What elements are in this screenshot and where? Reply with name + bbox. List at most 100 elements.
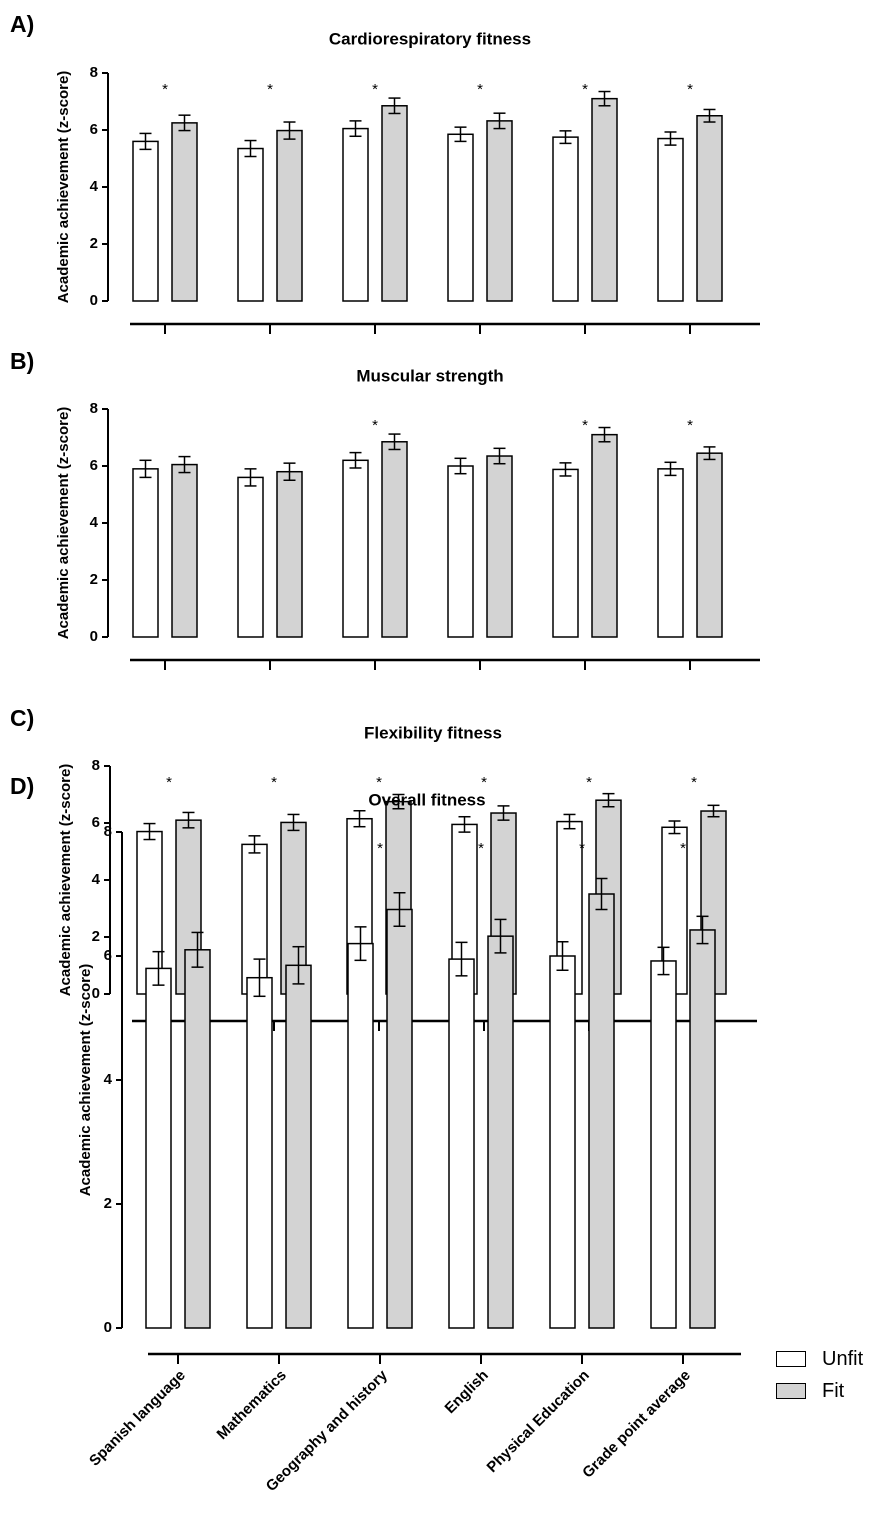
panel-d-significance-star: *: [478, 840, 484, 857]
panel-a-bar-unfit: [237, 147, 264, 302]
legend-item-fit: Fit: [776, 1375, 863, 1407]
panel-a-bar-unfit: [657, 137, 684, 302]
panel-d-bar-unfit: [145, 967, 172, 1329]
panel-b-bar-fit: [696, 452, 723, 638]
panel-c-significance-star: *: [376, 774, 382, 791]
panel-b-y-tick-label: 8: [90, 400, 98, 417]
panel-b-title: Muscular strength: [356, 366, 503, 385]
legend-item-unfit: Unfit: [776, 1343, 863, 1375]
panel-a-title: Cardiorespiratory fitness: [329, 29, 531, 48]
panel-b-bar-unfit: [237, 476, 264, 638]
panel-c-label: C): [10, 705, 34, 731]
panel-b-bar-fit: [171, 463, 198, 638]
legend-label-unfit: Unfit: [822, 1347, 864, 1370]
legend-swatch-fit: [776, 1383, 806, 1399]
panel-b-bar-fit: [381, 441, 408, 638]
panel-a-y-tick-label: 6: [90, 121, 98, 138]
panel-d-significance-star: *: [377, 840, 383, 857]
panel-b-label: B): [10, 348, 34, 374]
panel-a-bar-unfit: [342, 127, 369, 302]
panel-a-y-tick-label: 0: [90, 292, 98, 309]
panel-d-significance-star: *: [680, 840, 686, 857]
panel-a-bar-fit: [591, 97, 618, 302]
panel-d-y-tick-label: 8: [104, 823, 112, 840]
panel-d-y-axis-label: Academic achievement (z-score): [77, 964, 94, 1197]
panel-a-significance-star: *: [267, 81, 273, 98]
panel-b-bar-unfit: [657, 468, 684, 638]
panel-c-y-tick-label: 8: [92, 757, 100, 774]
panel-d-bar-fit: [184, 949, 211, 1329]
panel-c-significance-star: *: [271, 774, 277, 791]
panel-b-y-tick-label: 0: [90, 628, 98, 645]
panel-b-y-axis-label: Academic achievement (z-score): [55, 407, 72, 640]
panel-b-bar-unfit: [342, 459, 369, 638]
legend-swatch-unfit: [776, 1351, 806, 1367]
panel-d-bar-unfit: [246, 976, 273, 1329]
panel-c-y-axis-label: Academic achievement (z-score): [57, 764, 74, 997]
panel-b-bar-unfit: [552, 468, 579, 638]
panel-d-y-tick-label: 6: [104, 947, 112, 964]
panel-c-title: Flexibility fitness: [364, 723, 502, 742]
panel-a-y-tick-label: 4: [90, 178, 99, 195]
panel-d-label: D): [10, 773, 34, 799]
panel-d-significance-star: *: [579, 840, 585, 857]
x-category-label: Physical Education: [484, 1367, 593, 1476]
panel-b-y-tick-label: 2: [90, 571, 98, 588]
panel-c-bar-unfit: [241, 843, 268, 995]
panel-c-significance-star: *: [166, 774, 172, 791]
panel-a-bar-fit: [381, 105, 408, 302]
panel-d-y-tick-label: 0: [104, 1319, 112, 1336]
panel-c-significance-star: *: [481, 774, 487, 791]
panel-c-y-tick-label: 0: [92, 985, 100, 1002]
panel-a-significance-star: *: [372, 81, 378, 98]
panel-d-title: Overall fitness: [368, 790, 485, 809]
panel-a-bar-fit: [171, 122, 198, 302]
panel-d-bar-fit: [689, 929, 716, 1329]
panel-a-bar-unfit: [447, 133, 474, 302]
panel-b-bar-fit: [276, 470, 303, 638]
panel-d-bar-unfit: [448, 958, 475, 1329]
panel-d-y-tick-label: 4: [104, 1071, 113, 1088]
panel-a-bar-unfit: [132, 140, 159, 302]
panel-a-bar-fit: [486, 120, 513, 302]
panel-c-significance-star: *: [691, 774, 697, 791]
panel-c-y-tick-label: 6: [92, 814, 100, 831]
panel-a-y-tick-label: 2: [90, 235, 98, 252]
panel-b-y-tick-label: 4: [90, 514, 99, 531]
panel-b-significance-star: *: [582, 417, 588, 434]
legend: Unfit Fit: [776, 1343, 863, 1407]
panel-d-y-tick-label: 2: [104, 1195, 112, 1212]
panel-d-bar-fit: [487, 935, 514, 1329]
panel-c-significance-star: *: [586, 774, 592, 791]
x-category-label: Spanish language: [86, 1367, 189, 1470]
panel-a-label: A): [10, 11, 34, 37]
panel-b-significance-star: *: [372, 417, 378, 434]
panel-b-y-tick-label: 6: [90, 457, 98, 474]
panel-a-significance-star: *: [477, 81, 483, 98]
x-category-label: Mathematics: [214, 1367, 290, 1443]
panel-b-significance-star: *: [687, 417, 693, 434]
legend-label-fit: Fit: [822, 1379, 845, 1402]
panel-d-bar-fit: [285, 964, 312, 1329]
panel-d-bar-fit: [386, 908, 413, 1329]
panel-d-bar-fit: [588, 893, 615, 1329]
x-category-label: Grade point average: [579, 1367, 694, 1482]
panel-a-significance-star: *: [582, 81, 588, 98]
panel-a-bar-unfit: [552, 136, 579, 302]
x-category-label: English: [442, 1367, 492, 1417]
panel-a-bar-fit: [276, 129, 303, 302]
panel-c-y-tick-label: 2: [92, 928, 100, 945]
panel-b-bar-fit: [486, 455, 513, 638]
panel-a-y-axis-label: Academic achievement (z-score): [55, 71, 72, 304]
panel-b-bar-unfit: [132, 468, 159, 638]
panel-d-bar-unfit: [650, 960, 677, 1329]
panel-a-significance-star: *: [162, 81, 168, 98]
panel-a-y-tick-label: 8: [90, 64, 98, 81]
panel-a-significance-star: *: [687, 81, 693, 98]
panel-d-bar-unfit: [549, 955, 576, 1329]
panel-a-bar-fit: [696, 115, 723, 302]
panel-c-y-tick-label: 4: [92, 871, 101, 888]
panel-d-bar-unfit: [347, 942, 374, 1329]
panel-b-bar-unfit: [447, 465, 474, 638]
